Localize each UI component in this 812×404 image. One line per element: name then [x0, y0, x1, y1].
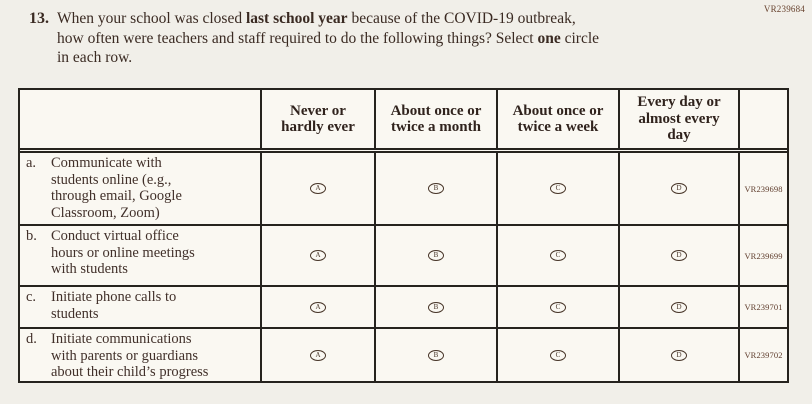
- row-letter-prefix: a.: [26, 155, 37, 171]
- header-cell-once-month: About once or twice a month: [374, 90, 496, 148]
- question-text: When your school was closed last school …: [57, 9, 599, 68]
- row-label: a. Communicate with students online (e.g…: [20, 153, 260, 224]
- table-row-a: a. Communicate with students online (e.g…: [20, 153, 787, 224]
- row-label-line: Classroom, Zoom): [51, 204, 160, 221]
- option-bubble-d[interactable]: D: [671, 349, 687, 361]
- question-line-3: in each row.: [57, 48, 599, 68]
- question-line-2: how often were teachers and staff requir…: [57, 29, 599, 49]
- option-cell: C: [496, 287, 618, 327]
- option-bubble-a[interactable]: A: [310, 183, 326, 194]
- option-cell: D: [618, 287, 738, 327]
- option-cell: C: [496, 226, 618, 285]
- row-code: VR239698: [738, 153, 787, 224]
- row-label-line: students: [51, 305, 99, 322]
- row-label: b. Conduct virtual office hours or onlin…: [20, 226, 260, 285]
- option-cell: A: [260, 287, 374, 327]
- question-text-segment: When your school was closed: [57, 10, 246, 27]
- header-cell-every-day: Every day or almost every day: [618, 90, 738, 148]
- option-bubble-b[interactable]: B: [428, 301, 444, 313]
- row-label-text: Conduct virtual office hours or online m…: [51, 228, 195, 283]
- question-text-segment: in each row.: [57, 49, 133, 66]
- row-code: VR239699: [738, 226, 787, 285]
- option-cell: D: [618, 226, 738, 285]
- question-number: 13.: [29, 10, 49, 27]
- option-cell: B: [374, 329, 496, 381]
- table-row-b: b. Conduct virtual office hours or onlin…: [20, 224, 787, 285]
- option-bubble-a[interactable]: A: [310, 349, 326, 361]
- row-label-line: with students: [51, 261, 128, 277]
- question-text-segment: because of the COVID-19 outbreak,: [347, 10, 576, 27]
- option-bubble-d[interactable]: D: [671, 301, 687, 313]
- option-bubble-c[interactable]: C: [550, 250, 566, 261]
- row-label-line: with parents or guardians: [51, 347, 198, 364]
- option-cell: C: [496, 153, 618, 224]
- header-cell-code-blank: [738, 90, 787, 148]
- option-bubble-c[interactable]: C: [550, 349, 566, 361]
- option-cell: C: [496, 329, 618, 381]
- row-letter-prefix: b.: [26, 228, 37, 244]
- row-label-line: about their child’s progress: [51, 364, 209, 380]
- row-label-line: Conduct virtual office: [51, 228, 179, 244]
- question-text-bold-segment: last school year: [245, 10, 348, 27]
- row-label: d. Initiate communications with parents …: [20, 329, 260, 381]
- question-line-1: When your school was closed last school …: [57, 9, 599, 29]
- option-cell: B: [374, 287, 496, 327]
- option-cell: A: [260, 226, 374, 285]
- question-text-segment: circle: [560, 29, 600, 47]
- option-cell: D: [618, 329, 738, 381]
- row-code: VR239701: [738, 287, 787, 327]
- option-cell: A: [260, 329, 374, 381]
- form-code-top-right: VR239684: [763, 4, 805, 14]
- question-text-segment: how often were teachers and staff requir…: [57, 29, 538, 47]
- question-block: 13. When your school was closed last sch…: [29, 9, 599, 68]
- option-bubble-c[interactable]: C: [550, 301, 566, 313]
- header-cell-blank: [20, 90, 260, 148]
- table-header-row: Never or hardly ever About once or twice…: [20, 90, 787, 153]
- header-cell-once-week: About once or twice a week: [496, 90, 618, 148]
- row-label-line: Initiate phone calls to: [51, 289, 177, 305]
- row-label-text: Initiate communications with parents or …: [51, 331, 209, 380]
- row-letter-prefix: d.: [26, 331, 37, 347]
- table-row-c: c. Initiate phone calls to students A B …: [20, 285, 787, 327]
- column-header-label: About once or twice a month: [390, 102, 482, 136]
- option-bubble-b[interactable]: B: [428, 183, 444, 194]
- row-label-line: Communicate with: [51, 155, 162, 171]
- column-header-label: Every day or almost every day: [637, 94, 721, 144]
- option-bubble-c[interactable]: C: [550, 183, 566, 194]
- header-cell-never: Never or hardly ever: [260, 90, 374, 148]
- option-bubble-d[interactable]: D: [671, 250, 687, 261]
- row-label-text: Initiate phone calls to students: [51, 289, 176, 325]
- option-bubble-a[interactable]: A: [310, 250, 326, 261]
- option-bubble-b[interactable]: B: [428, 250, 444, 261]
- option-bubble-d[interactable]: D: [671, 183, 687, 194]
- option-bubble-a[interactable]: A: [310, 301, 326, 313]
- column-header-label: About once or twice a week: [512, 102, 604, 136]
- table-row-d: d. Initiate communications with parents …: [20, 327, 787, 381]
- row-label-line: Initiate communications: [51, 331, 192, 347]
- option-cell: B: [374, 153, 496, 224]
- option-cell: B: [374, 226, 496, 285]
- row-label-line: students online (e.g.,: [51, 171, 172, 188]
- row-letter-prefix: c.: [26, 289, 37, 305]
- option-bubble-b[interactable]: B: [428, 349, 444, 361]
- row-label-text: Communicate with students online (e.g., …: [51, 155, 182, 222]
- row-code: VR239702: [738, 329, 787, 381]
- question-text-bold-segment: one: [537, 29, 561, 47]
- row-label-line: through email, Google: [51, 188, 182, 204]
- row-label: c. Initiate phone calls to students: [20, 287, 260, 327]
- response-matrix-table: Never or hardly ever About once or twice…: [18, 88, 789, 383]
- row-label-line: hours or online meetings: [51, 244, 195, 261]
- option-cell: A: [260, 153, 374, 224]
- column-header-label: Never or hardly ever: [281, 102, 355, 136]
- option-cell: D: [618, 153, 738, 224]
